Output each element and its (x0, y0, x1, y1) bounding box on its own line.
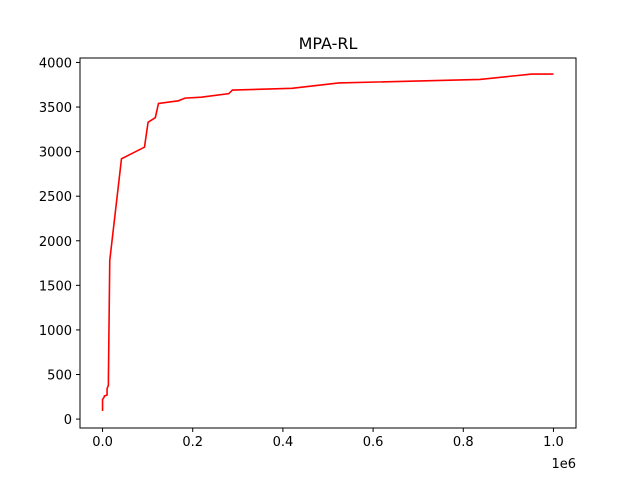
x-tick-label: 0.0 (92, 435, 113, 450)
x-axis-offset-label: 1e6 (551, 457, 576, 472)
y-tick-label: 2500 (39, 190, 72, 205)
y-tick-label: 2000 (39, 235, 72, 250)
x-tick-label: 0.8 (453, 435, 474, 450)
plot-area-frame (79, 57, 577, 429)
y-tick-label: 1000 (39, 324, 72, 339)
y-tick-label: 3000 (39, 146, 72, 161)
chart-title: MPA-RL (299, 34, 358, 53)
series-line (101, 73, 554, 412)
plot-series-group (101, 73, 554, 412)
x-axis: 0.0 0.2 0.4 0.6 0.8 1.0 (92, 428, 564, 450)
x-tick-label: 0.6 (363, 435, 384, 450)
y-axis: 0 500 1000 1500 2000 2500 3000 3500 4000 (39, 56, 80, 428)
y-tick-label: 0 (64, 413, 72, 428)
y-tick-label: 3500 (39, 101, 72, 116)
x-tick-label: 1.0 (543, 435, 564, 450)
x-tick-label: 0.2 (182, 435, 203, 450)
y-tick-label: 4000 (39, 56, 72, 71)
y-tick-label: 1500 (39, 279, 72, 294)
x-tick-label: 0.4 (273, 435, 294, 450)
y-tick-label: 500 (47, 369, 72, 384)
